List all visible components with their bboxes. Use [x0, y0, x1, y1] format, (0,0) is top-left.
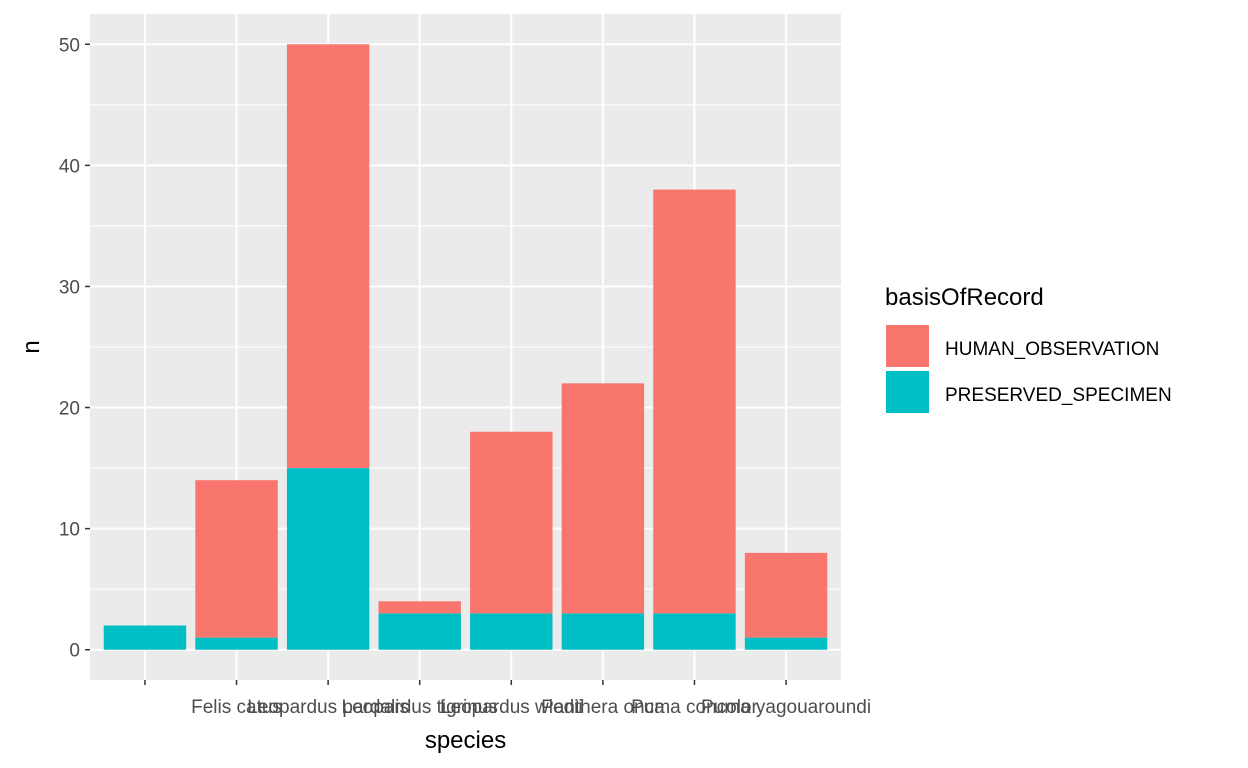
x-tick-label: Puma yagouaroundi	[701, 697, 871, 718]
bar-preserved-specimen-blank	[103, 625, 187, 650]
y-tick-label: 50	[59, 35, 80, 56]
bar-human-observation-puma-concolor	[653, 189, 736, 614]
bar-preserved-specimen-panthera-onca	[561, 613, 645, 650]
x-tick-label: Leopardus pardalis	[247, 697, 409, 718]
y-axis-title: n	[18, 340, 45, 353]
bar-preserved-specimen-leopardus-tigrinus	[378, 613, 461, 650]
legend: basisOfRecord HUMAN_OBSERVATION PRESERVE…	[885, 284, 1172, 413]
bars	[103, 44, 828, 650]
x-tick-label: Panthera onca	[541, 697, 665, 718]
bar-human-observation-panthera-onca	[561, 383, 645, 614]
legend-swatch-human-observation	[886, 325, 929, 367]
bar-preserved-specimen-leopardus-pardalis	[286, 468, 370, 650]
bar-human-observation-puma-yagouaroundi	[744, 552, 828, 638]
y-tick-label: 40	[59, 156, 80, 177]
y-tick-label: 0	[69, 641, 80, 662]
bar-human-observation-felis-catus	[195, 480, 278, 638]
bar-preserved-specimen-felis-catus	[195, 637, 278, 650]
x-tick-label: Leopardus wiedii	[440, 697, 583, 718]
bar-preserved-specimen-leopardus-wiedii	[470, 613, 553, 650]
x-tick-label: Leopardus tigrinus	[342, 697, 498, 718]
legend-label-preserved-specimen: PRESERVED_SPECIMEN	[945, 385, 1172, 406]
bar-human-observation-leopardus-tigrinus	[378, 601, 461, 614]
legend-swatch-preserved-specimen	[886, 371, 929, 413]
bar-human-observation-leopardus-pardalis	[286, 44, 370, 469]
bar-preserved-specimen-puma-concolor	[653, 613, 736, 650]
y-axis: 0 10 20 30 40 50	[59, 35, 90, 662]
legend-label-human-observation: HUMAN_OBSERVATION	[945, 339, 1159, 360]
x-tick-label: Puma concolor	[631, 697, 758, 718]
x-tick-label: Felis catus	[191, 697, 282, 718]
bar-human-observation-leopardus-wiedii	[470, 431, 553, 614]
y-tick-label: 10	[59, 520, 80, 541]
legend-title: basisOfRecord	[885, 284, 1044, 311]
bar-preserved-specimen-puma-yagouaroundi	[744, 637, 828, 650]
y-tick-label: 30	[59, 277, 80, 298]
y-tick-label: 20	[59, 399, 80, 420]
x-axis-title: species	[425, 727, 506, 754]
